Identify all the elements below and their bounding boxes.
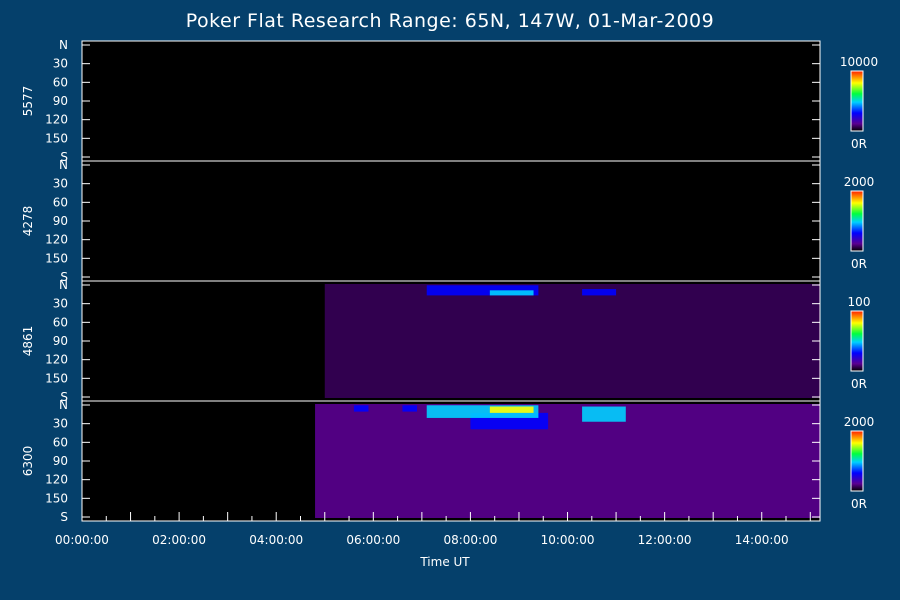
- x-tick-label: 12:00:00: [638, 533, 692, 547]
- y-tick-label: 120: [45, 473, 68, 487]
- x-tick-label: 14:00:00: [735, 533, 789, 547]
- y-tick-label: S: [60, 150, 68, 164]
- x-tick-label: 08:00:00: [443, 533, 497, 547]
- colorbar-min-label: 0R: [851, 137, 867, 151]
- y-tick-label: 90: [53, 334, 68, 348]
- y-tick-label: 90: [53, 94, 68, 108]
- x-tick-label: 00:00:00: [55, 533, 109, 547]
- activity-region: [324, 164, 820, 278]
- colorbar-min-label: 0R: [851, 377, 867, 391]
- activity-region: [470, 44, 617, 57]
- colorbar-4278: 2000 0R: [844, 175, 875, 271]
- activity-region: [402, 405, 418, 412]
- y-tick-label: 30: [53, 177, 68, 191]
- colorbar-gradient: [850, 310, 864, 372]
- colorbar-4861: 100 0R: [848, 295, 871, 391]
- panel-4278: N 30 60 90 120 150 S 4278: [21, 158, 821, 284]
- colorbar-6300: 2000 0R: [844, 415, 875, 511]
- panel-wavelength-label: 6300: [21, 446, 35, 477]
- y-tick-label: N: [59, 398, 68, 412]
- y-tick-label: 30: [53, 417, 68, 431]
- colorbar-min-label: 0R: [851, 497, 867, 511]
- panel-4861: N 30 60 90 120 150 S 4861: [21, 278, 821, 404]
- y-tick-label: S: [60, 270, 68, 284]
- activity-region: [489, 290, 534, 296]
- x-tick-label: 02:00:00: [152, 533, 206, 547]
- panel-6300: N 30 60 90 120 150 S 6300: [21, 398, 821, 524]
- y-tick-label: 90: [53, 454, 68, 468]
- colorbar-gradient: [850, 190, 864, 252]
- y-tick-label: 90: [53, 214, 68, 228]
- y-tick-label: 120: [45, 113, 68, 127]
- x-tick-label: 10:00:00: [541, 533, 595, 547]
- y-tick-label: 150: [45, 251, 68, 265]
- y-tick-label: N: [59, 158, 68, 172]
- panel-wavelength-label: 4278: [21, 206, 35, 237]
- y-tick-label: 150: [45, 131, 68, 145]
- y-tick-label: 120: [45, 353, 68, 367]
- activity-region: [315, 404, 820, 518]
- colorbar-max-label: 2000: [844, 415, 875, 429]
- panel-background: [82, 41, 820, 161]
- colorbar-gradient: [850, 430, 864, 492]
- colorbar-min-label: 0R: [851, 257, 867, 271]
- x-axis-label: Time UT: [420, 555, 470, 569]
- y-tick-label: N: [59, 278, 68, 292]
- y-tick-label: N: [59, 38, 68, 52]
- panel-5577: N 30 60 90 120 150 S 5577: [21, 38, 821, 164]
- activity-region: [421, 164, 617, 172]
- panel-wavelength-label: 5577: [21, 86, 35, 117]
- y-tick-label: 60: [53, 435, 68, 449]
- activity-region: [426, 285, 539, 296]
- y-tick-label: 30: [53, 297, 68, 311]
- y-tick-label: 150: [45, 371, 68, 385]
- colorbar-5577: 10000 0R: [840, 55, 878, 151]
- y-tick-label: 60: [53, 75, 68, 89]
- y-tick-label: 60: [53, 195, 68, 209]
- chart-title: Poker Flat Research Range: 65N, 147W, 01…: [185, 10, 715, 32]
- activity-region: [582, 406, 626, 422]
- y-tick-label: 60: [53, 315, 68, 329]
- y-tick-label: 150: [45, 491, 68, 505]
- colorbar-max-label: 100: [848, 295, 871, 309]
- y-tick-label: S: [60, 390, 68, 404]
- colorbar-gradient: [850, 70, 864, 132]
- x-tick-label: 04:00:00: [249, 533, 303, 547]
- colorbar-max-label: 10000: [840, 55, 878, 69]
- y-tick-label: 30: [53, 57, 68, 71]
- activity-region: [353, 405, 369, 412]
- y-tick-label: 120: [45, 233, 68, 247]
- x-tick-label: 06:00:00: [346, 533, 400, 547]
- panel-wavelength-label: 4861: [21, 326, 35, 357]
- y-tick-label: S: [60, 510, 68, 524]
- activity-region: [324, 284, 820, 398]
- activity-region: [489, 406, 534, 413]
- activity-region: [582, 289, 617, 296]
- colorbar-max-label: 2000: [844, 175, 875, 189]
